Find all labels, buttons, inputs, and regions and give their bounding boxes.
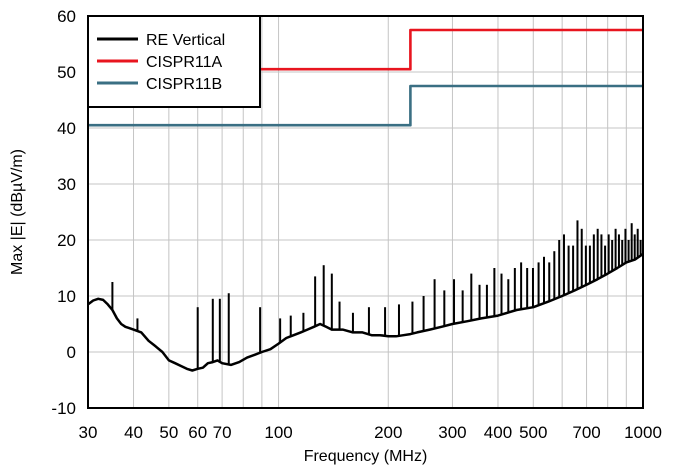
x-tick-label: 300 — [438, 423, 466, 442]
x-tick-label: 500 — [519, 423, 547, 442]
y-tick-label: 50 — [57, 63, 76, 82]
y-tick-label: 20 — [57, 231, 76, 250]
y-tick-label: 40 — [57, 119, 76, 138]
x-tick-label: 1000 — [624, 423, 662, 442]
y-tick-label: -10 — [51, 399, 76, 418]
x-tick-label: 100 — [264, 423, 292, 442]
x-tick-label: 40 — [124, 423, 143, 442]
x-tick-label: 70 — [213, 423, 232, 442]
y-tick-label: 10 — [57, 287, 76, 306]
y-tick-label: 60 — [57, 7, 76, 26]
y-axis-label: Max |E| (dBµV/m) — [9, 149, 26, 275]
y-tick-label: 30 — [57, 175, 76, 194]
x-tick-label: 200 — [374, 423, 402, 442]
x-tick-label: 30 — [79, 423, 98, 442]
plot-frame — [87, 15, 644, 409]
legend-label-re-vertical: RE Vertical — [146, 32, 225, 49]
x-axis: 30 40 50 60 70 100 200 300 400 500 700 1000 — [79, 423, 662, 442]
series-line-re-vertical — [87, 252, 644, 372]
x-axis-label: Frequency (MHz) — [304, 448, 428, 465]
x-tick-label: 60 — [188, 423, 207, 442]
y-tick-label: 0 — [67, 343, 76, 362]
x-tick-label: 700 — [572, 423, 600, 442]
series-line-cispr11b — [88, 84, 643, 127]
x-tick-label: 50 — [159, 423, 178, 442]
legend-label-cispr11a: CISPR11A — [146, 54, 223, 71]
series-layer — [87, 28, 644, 372]
legend: RE Vertical CISPR11A CISPR11B — [87, 15, 261, 108]
y-axis: -10 0 10 20 30 40 50 60 — [51, 7, 76, 418]
grid — [88, 16, 643, 408]
legend-label-cispr11b: CISPR11B — [146, 76, 222, 93]
x-tick-label: 400 — [484, 423, 512, 442]
